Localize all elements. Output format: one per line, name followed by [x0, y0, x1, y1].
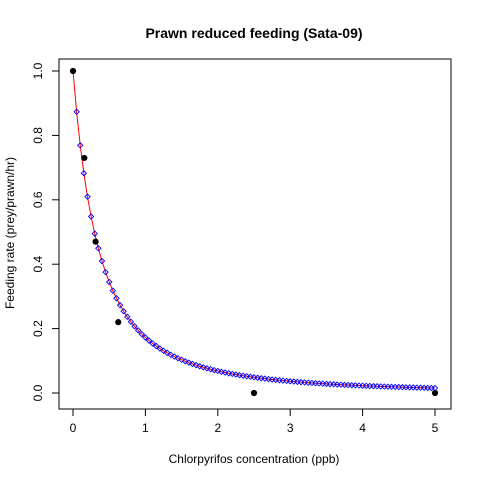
x-tick-label: 3: [287, 421, 294, 435]
observed-point: [250, 389, 258, 397]
fitted-point: [163, 349, 171, 357]
fitted-point: [196, 362, 203, 370]
fitted-point: [178, 356, 185, 364]
fitted-curve-line: [72, 70, 436, 389]
fitted-point: [134, 327, 142, 334]
fitted-point: [145, 337, 153, 344]
fitted-point: [149, 340, 156, 347]
fitted-point: [203, 365, 211, 372]
y-tick-label: 0.8: [31, 127, 45, 144]
fitted-point: [207, 365, 214, 373]
fitted-point: [156, 345, 164, 352]
x-tick-label: 1: [142, 421, 149, 435]
fitted-point: [214, 367, 222, 375]
fitted-point: [80, 169, 88, 177]
fitted-point: [160, 347, 167, 355]
fitted-point: [229, 370, 236, 378]
fitted-point: [73, 108, 80, 116]
fitted-point: [102, 268, 109, 276]
fitted-point: [247, 373, 254, 381]
fitted-point: [127, 318, 135, 325]
fitted-point: [239, 372, 247, 379]
fitted-point: [116, 301, 124, 309]
y-tick-label: 0.4: [31, 256, 45, 273]
x-tick-label: 2: [214, 421, 221, 435]
observed-point: [431, 389, 439, 397]
fitted-points: [69, 67, 439, 392]
x-axis-label: Chlorpyrifos concentration (ppb): [169, 452, 340, 466]
fitted-point: [91, 230, 98, 237]
fitted-point: [98, 257, 106, 265]
fitted-point: [171, 353, 178, 360]
fitted-point: [236, 371, 243, 379]
fitted-point: [243, 373, 250, 380]
y-tick-label: 0.6: [31, 191, 45, 208]
fitted-point: [225, 369, 232, 377]
fitted-point: [84, 193, 91, 200]
fitted-point: [105, 278, 113, 286]
y-tick-label: 0.2: [31, 320, 45, 337]
fitted-point: [142, 334, 149, 341]
observed-points: [69, 67, 439, 397]
fitted-line: [72, 70, 436, 389]
fitted-point: [181, 358, 189, 365]
fitted-point: [200, 364, 207, 371]
fitted-point: [221, 369, 229, 376]
fitted-point: [120, 308, 127, 315]
x-tick-label: 4: [359, 421, 366, 435]
fitted-point: [192, 361, 200, 369]
fitted-point: [95, 245, 102, 252]
fitted-point: [189, 360, 196, 368]
x-tick-label: 5: [432, 421, 439, 435]
fitted-point: [174, 355, 182, 362]
observed-point: [115, 319, 122, 326]
y-axis-label: Feeding rate (prey/prawn/hr): [3, 157, 17, 309]
fitted-point: [210, 366, 218, 374]
fitted-point: [113, 295, 120, 302]
plot-frame: [58, 58, 452, 410]
y-tick-label: 1.0: [31, 62, 45, 79]
chart-title: Prawn reduced feeding (Sata-09): [145, 25, 362, 41]
fitted-point: [185, 359, 193, 366]
x-tick-label: 0: [70, 421, 77, 435]
fitted-point: [87, 213, 95, 220]
fitted-point: [167, 351, 174, 359]
fitted-point: [218, 368, 225, 375]
fitted-point: [138, 330, 146, 338]
fitted-point: [232, 371, 240, 378]
x-axis: 0 1 2 3 4 5: [70, 408, 439, 435]
y-axis: 0.0 0.2 0.4 0.6 0.8 1.0: [31, 62, 60, 401]
observed-point: [92, 238, 99, 245]
fitted-point: [131, 323, 138, 330]
observed-point: [81, 154, 88, 162]
fitted-point: [109, 287, 117, 294]
fitted-point: [153, 342, 160, 350]
fitted-point: [77, 142, 84, 149]
y-tick-label: 0.0: [31, 384, 45, 401]
fitted-point: [124, 313, 131, 321]
observed-point: [69, 67, 77, 75]
